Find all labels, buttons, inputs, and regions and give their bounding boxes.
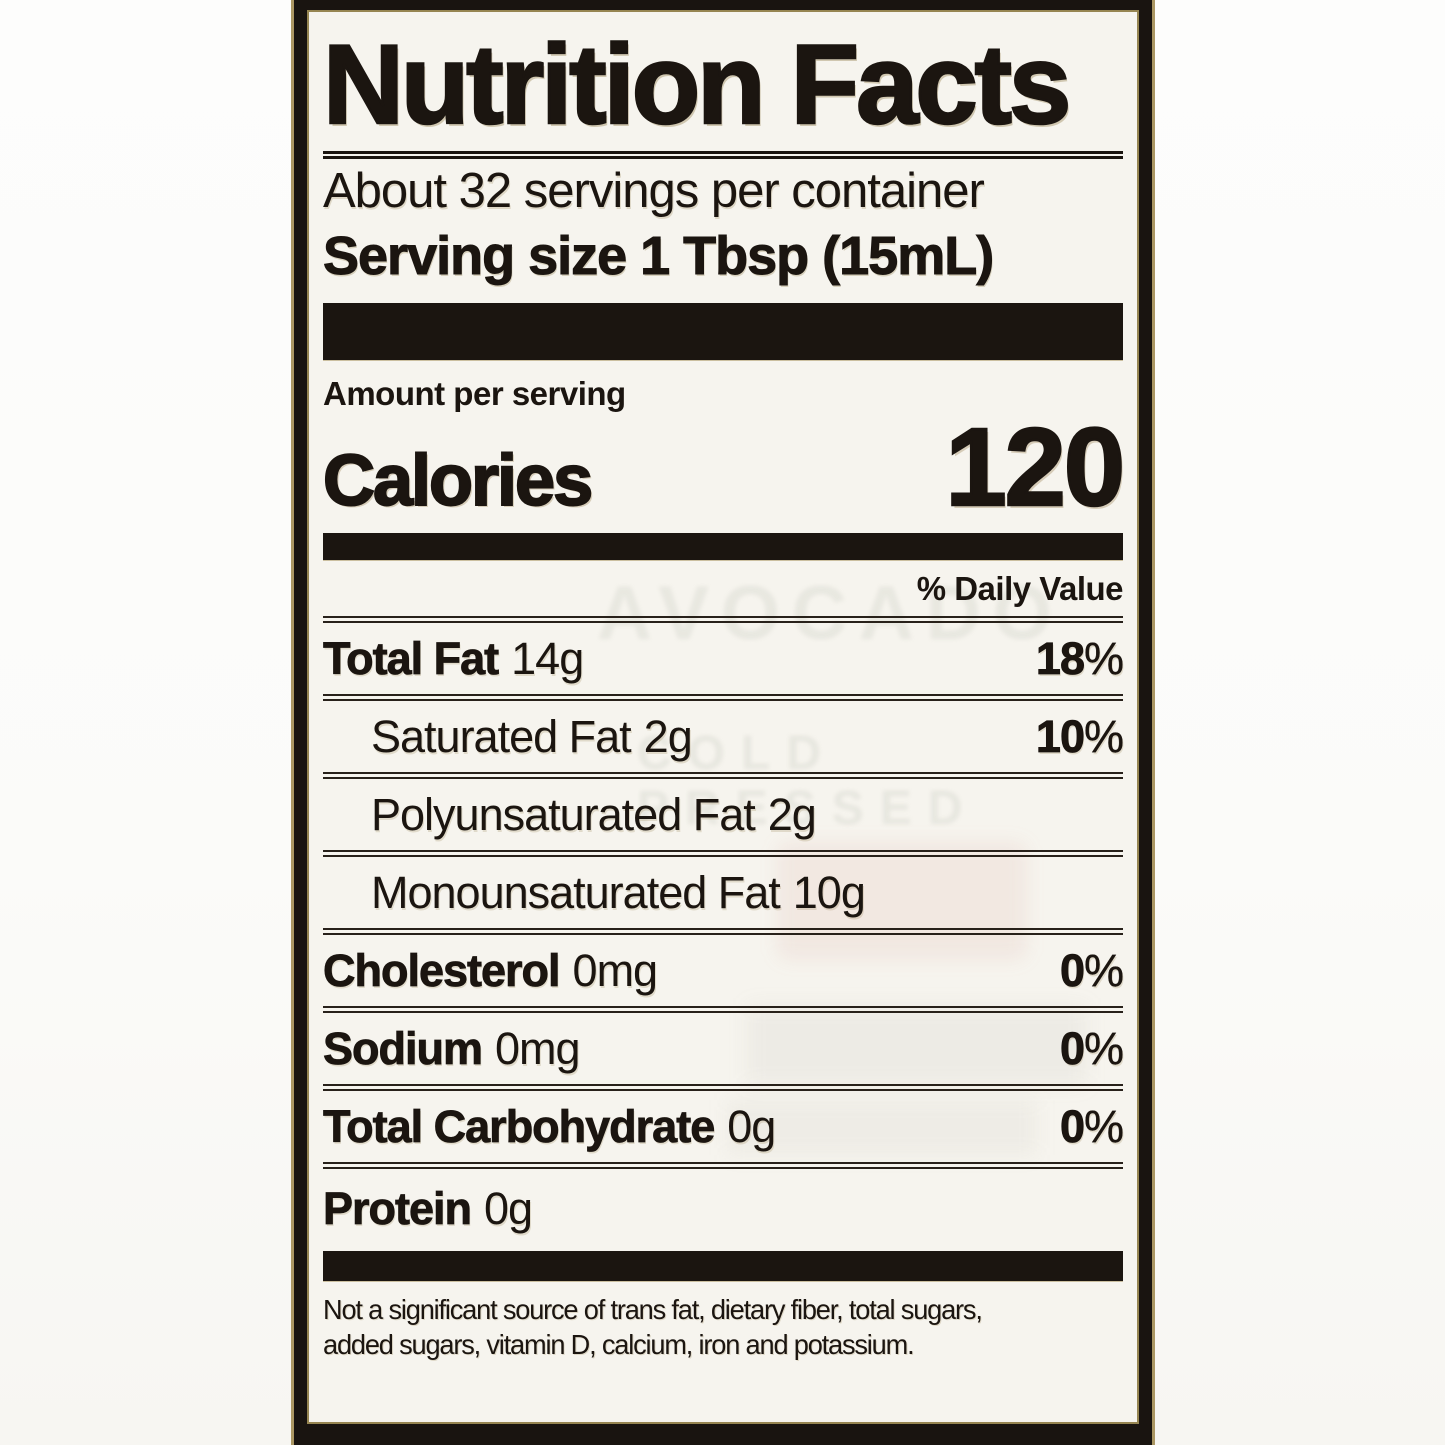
- nutrient-name: Sodium: [323, 1022, 484, 1074]
- nutrient-row-polyunsaturated-fat: Polyunsaturated Fat 2g: [323, 779, 1123, 858]
- nutrient-name: Saturated Fat: [371, 710, 632, 762]
- nutrient-row-total-fat: Total Fat 14g 18%: [323, 623, 1125, 702]
- nutrient-row-saturated-fat: Saturated Fat 2g 10%: [323, 701, 1125, 780]
- nutrient-daily-value: 18%: [1035, 632, 1125, 684]
- nutrition-facts-label: AVOCADO COLD PRESSED Nutrition Facts Abo…: [294, 0, 1152, 1445]
- nutrient-row-cholesterol: Cholesterol 0mg 0%: [323, 935, 1125, 1014]
- nutrient-amount: 14g: [511, 632, 584, 684]
- nutrient-daily-value: 0%: [1059, 1022, 1125, 1074]
- nutrient-name: Polyunsaturated Fat: [371, 788, 756, 840]
- calories-row: Calories 120: [322, 406, 1126, 530]
- nutrient-daily-value: 10%: [1035, 710, 1125, 762]
- nutrient-amount: 2g: [643, 710, 693, 762]
- nutrient-name: Cholesterol: [323, 944, 561, 996]
- footnote: Not a significant source of trans fat, d…: [323, 1292, 1123, 1362]
- label-title: Nutrition Facts: [322, 22, 1073, 147]
- servings-per-container: About 32 servings per container: [323, 164, 985, 219]
- nutrient-amount: 10g: [792, 866, 866, 918]
- nutrient-amount: 0mg: [572, 944, 659, 996]
- nutrient-name: Total Fat: [323, 632, 500, 684]
- calories-value: 120: [944, 406, 1126, 530]
- nutrient-daily-value: 0%: [1059, 1100, 1125, 1152]
- serving-size: Serving size 1 Tbsp (15mL): [323, 226, 995, 287]
- title-rule: [323, 151, 1123, 160]
- label-content: Nutrition Facts About 32 servings per co…: [307, 10, 1139, 1424]
- nutrient-amount: 0mg: [495, 1022, 581, 1074]
- nutrient-row-sodium: Sodium 0mg 0%: [323, 1013, 1125, 1092]
- footnote-line: Not a significant source of trans fat, d…: [323, 1294, 983, 1326]
- medium-separator-bar: [323, 533, 1123, 561]
- nutrient-name: Total Carbohydrate: [323, 1100, 716, 1152]
- calories-label: Calories: [322, 440, 594, 522]
- nutrient-name: Monounsaturated Fat: [371, 866, 781, 918]
- nutrient-amount: 2g: [767, 788, 817, 840]
- nutrient-row-monounsaturated-fat: Monounsaturated Fat 10g: [323, 857, 1123, 936]
- nutrient-daily-value: 0%: [1059, 944, 1125, 996]
- bottom-separator-bar: [323, 1251, 1123, 1282]
- nutrient-row-protein: Protein 0g: [323, 1169, 1123, 1249]
- thick-separator-bar: [323, 303, 1123, 361]
- daily-value-header: % Daily Value: [323, 560, 1124, 624]
- footnote-line: added sugars, vitamin D, calcium, iron a…: [323, 1329, 915, 1361]
- amount-per-serving: Amount per serving: [323, 375, 626, 413]
- nutrient-row-total-carbohydrate: Total Carbohydrate 0g 0%: [323, 1091, 1125, 1170]
- nutrient-name: Protein: [323, 1183, 473, 1235]
- nutrient-amount: 0g: [484, 1183, 533, 1235]
- nutrient-amount: 0g: [727, 1100, 776, 1152]
